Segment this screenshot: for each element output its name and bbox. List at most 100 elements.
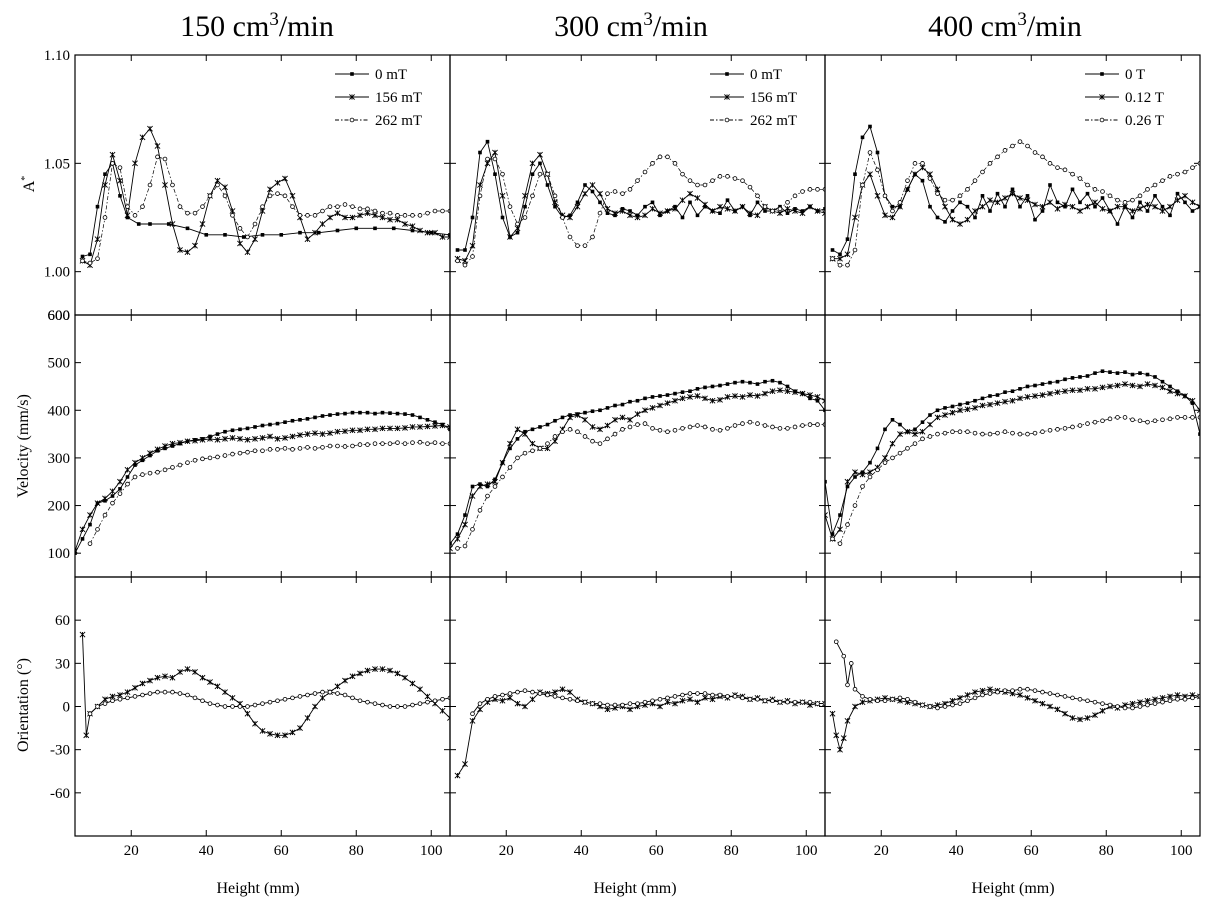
- data-point: [853, 475, 857, 479]
- data-point: [319, 694, 326, 701]
- data-point: [628, 399, 632, 404]
- data-point: [245, 426, 250, 431]
- data-point: [387, 425, 393, 432]
- data-point: [75, 547, 78, 554]
- data-point: [440, 208, 445, 214]
- data-point: [304, 236, 311, 243]
- data-point: [1010, 688, 1015, 693]
- data-point: [530, 172, 535, 176]
- data-point: [507, 691, 513, 696]
- data-point: [312, 446, 318, 451]
- data-point: [995, 191, 1000, 196]
- data-point: [1182, 393, 1188, 399]
- data-point: [1145, 702, 1150, 708]
- data-point: [1047, 691, 1053, 696]
- data-point: [1159, 208, 1166, 214]
- data-point: [477, 701, 483, 706]
- data-point: [102, 512, 108, 518]
- data-point: [357, 206, 363, 212]
- data-point: [170, 689, 175, 695]
- data-point: [823, 408, 825, 413]
- data-point: [552, 438, 558, 445]
- data-point: [1167, 174, 1173, 179]
- data-point: [680, 215, 685, 220]
- data-point: [642, 421, 648, 426]
- data-point: [507, 465, 513, 470]
- plot-area: [79, 631, 450, 739]
- data-point: [155, 689, 160, 695]
- data-point: [867, 171, 873, 178]
- y-tick-label: 500: [48, 356, 71, 372]
- data-point: [230, 428, 235, 433]
- data-point: [432, 698, 438, 704]
- data-point: [140, 204, 145, 209]
- data-point: [935, 705, 940, 711]
- y-tick-label: 600: [48, 308, 71, 324]
- data-point: [919, 428, 926, 435]
- data-point: [844, 478, 851, 485]
- data-point: [702, 424, 708, 430]
- data-point: [845, 237, 850, 241]
- data-point: [279, 233, 284, 237]
- data-point: [703, 385, 707, 390]
- data-point: [1138, 371, 1142, 375]
- data-point: [154, 446, 161, 453]
- data-point: [469, 242, 476, 249]
- data-point: [223, 233, 227, 237]
- data-point: [380, 441, 385, 446]
- data-point: [987, 691, 993, 696]
- data-point: [1099, 707, 1106, 714]
- data-point: [897, 431, 903, 438]
- data-point: [762, 204, 768, 209]
- legend-marker: [724, 117, 730, 123]
- data-point: [342, 692, 348, 698]
- data-point: [1002, 398, 1008, 405]
- data-point: [1145, 419, 1150, 425]
- data-point: [365, 206, 370, 212]
- data-point: [418, 415, 422, 420]
- data-point: [882, 193, 888, 199]
- data-point: [1002, 148, 1008, 153]
- data-point: [252, 448, 258, 454]
- data-point: [860, 694, 865, 699]
- data-point: [1167, 416, 1173, 422]
- column-title-300: 300 cm3/min: [554, 9, 708, 43]
- data-point: [117, 478, 123, 485]
- data-point: [882, 212, 888, 219]
- data-point: [349, 673, 356, 680]
- data-point: [987, 686, 993, 693]
- data-point: [477, 483, 483, 490]
- data-point: [1084, 715, 1091, 721]
- data-point: [1183, 200, 1187, 205]
- data-point: [530, 689, 535, 695]
- data-point: [987, 161, 993, 166]
- data-point: [552, 694, 558, 699]
- data-point: [184, 438, 191, 445]
- data-point: [942, 704, 948, 709]
- data-point: [402, 424, 408, 431]
- data-point: [409, 424, 416, 430]
- data-point: [545, 692, 550, 698]
- data-point: [919, 164, 926, 171]
- data-point: [972, 695, 978, 701]
- data-point: [702, 691, 708, 696]
- data-point: [777, 426, 783, 431]
- series-line: [75, 425, 450, 551]
- data-point: [229, 208, 236, 214]
- data-point: [920, 420, 925, 424]
- data-point: [770, 424, 775, 430]
- data-point: [785, 384, 790, 389]
- data-point: [852, 686, 858, 692]
- data-point: [897, 695, 903, 701]
- data-point: [1078, 375, 1082, 379]
- data-point: [463, 248, 467, 252]
- data-point: [507, 204, 513, 209]
- data-point: [1108, 370, 1112, 374]
- data-point: [439, 707, 446, 714]
- data-point: [964, 692, 971, 698]
- data-point: [450, 541, 452, 546]
- data-point: [875, 446, 880, 451]
- data-point: [373, 226, 377, 231]
- data-point: [432, 229, 438, 236]
- data-point: [1085, 698, 1090, 704]
